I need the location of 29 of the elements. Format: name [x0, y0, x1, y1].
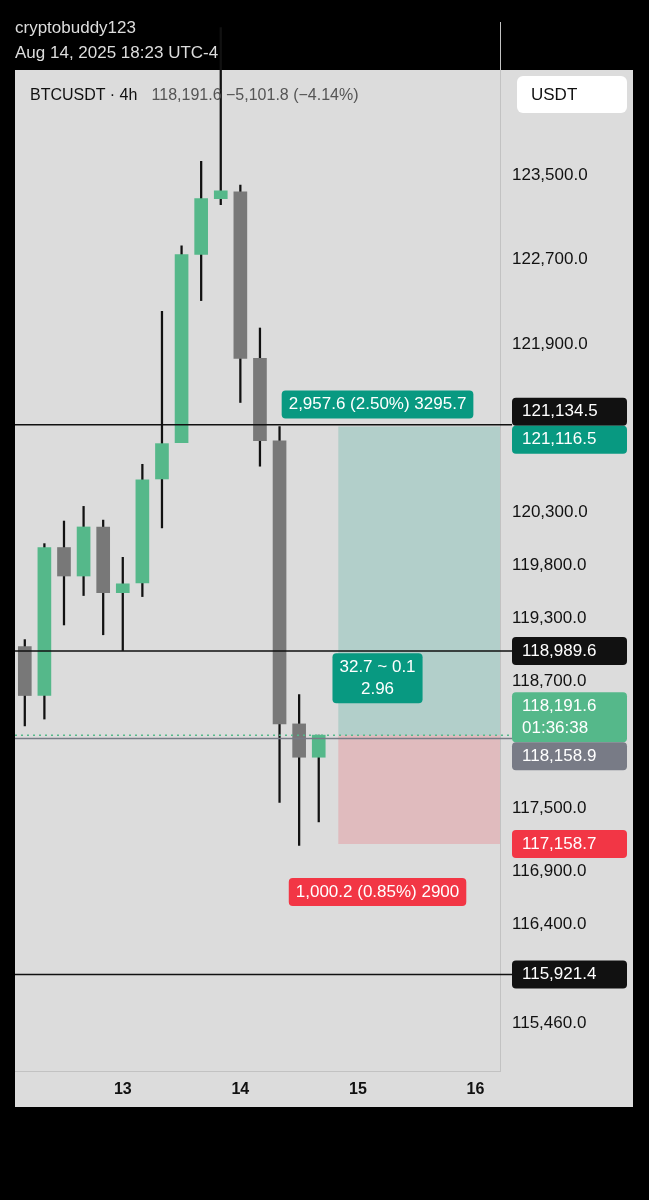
ref-line-label: 115,921.4	[522, 964, 597, 984]
y-tick-label: 118,700.0	[512, 671, 587, 691]
y-tick-label: 116,900.0	[512, 861, 587, 881]
y-tick-label: 121,900.0	[512, 333, 588, 353]
ref-line-label: 118,989.6	[522, 640, 597, 660]
band-label: 117,158.7	[522, 833, 597, 853]
y-tick-label: 116,400.0	[512, 913, 587, 933]
ref-line-label: 121,134.5	[522, 401, 598, 421]
y-tick-label: 119,300.0	[512, 607, 587, 627]
y-tick-label: 119,800.0	[512, 555, 587, 575]
y-axis-title: USDT	[531, 84, 578, 104]
ref-line-label: 118,191.6 01:36:38	[522, 696, 597, 738]
annotation: 2,957.6 (2.50%) 3295.7	[288, 394, 467, 414]
y-tick-label: 120,300.0	[512, 502, 588, 522]
ref-line-label: 118,158.9	[522, 746, 597, 766]
y-tick-label: 122,700.0	[512, 249, 588, 269]
y-tick-label: 123,500.0	[512, 164, 588, 184]
text: BTCUSDT · 4h	[30, 86, 138, 104]
annotation: Aug 14, 2025 18:23 UTC-4	[15, 42, 219, 62]
x-tick-label: 16	[466, 1079, 485, 1097]
x-tick-label: 15	[349, 1079, 367, 1097]
band-label: 121,116.5	[522, 429, 597, 449]
x-tick-label: 14	[231, 1079, 250, 1097]
y-tick-label: 115,460.0	[512, 1012, 587, 1032]
x-tick-label: 13	[113, 1079, 132, 1097]
annotation: cryptobuddy123	[15, 17, 136, 37]
annotation: 1,000.2 (0.85%) 2900	[295, 881, 460, 901]
y-tick-label: 117,500.0	[512, 797, 587, 817]
annotation: 32.7 ~ 0.1 2.96	[339, 656, 416, 698]
